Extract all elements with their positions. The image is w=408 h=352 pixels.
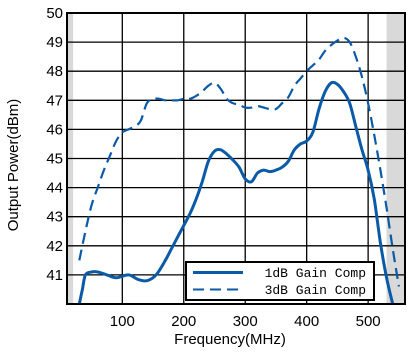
y-tick-label-46: 46 xyxy=(46,121,63,138)
y-tick-label-47: 47 xyxy=(46,92,63,109)
y-axis-title: Output Power(dBm) xyxy=(5,99,22,232)
grid xyxy=(67,12,405,304)
tick-labels: 100 200 300 400 500 41 42 43 44 45 46 47 48 49 50 xyxy=(46,5,380,330)
x-tick-label-100: 100 xyxy=(110,313,135,330)
series-line-1db-gain-comp xyxy=(77,80,395,304)
y-tick-label-43: 43 xyxy=(46,209,63,226)
plot-frame xyxy=(66,12,406,305)
series-line-3db-gain-comp xyxy=(78,36,400,287)
y-tick-label-48: 48 xyxy=(46,63,63,80)
y-tick-label-42: 42 xyxy=(46,238,63,255)
y-tick-label-41: 41 xyxy=(46,267,63,284)
legend-box xyxy=(185,261,375,301)
x-axis-title: Frequency(MHz) xyxy=(174,331,286,348)
x-tick-label-200: 200 xyxy=(171,313,196,330)
y-tick-label-49: 49 xyxy=(46,34,63,51)
legend-label-3db: 3dB Gain Comp xyxy=(265,283,366,298)
legend-label-1db: 1dB Gain Comp xyxy=(265,266,366,281)
y-tick-label-44: 44 xyxy=(46,180,63,197)
x-tick-label-300: 300 xyxy=(233,313,258,330)
y-tick-label-50: 50 xyxy=(46,5,63,22)
x-tick-label-500: 500 xyxy=(356,313,381,330)
series-layer xyxy=(77,36,400,304)
y-tick-label-45: 45 xyxy=(46,151,63,168)
x-tick-label-400: 400 xyxy=(294,313,319,330)
legend: 1dB Gain Comp 3dB Gain Comp xyxy=(185,261,375,301)
